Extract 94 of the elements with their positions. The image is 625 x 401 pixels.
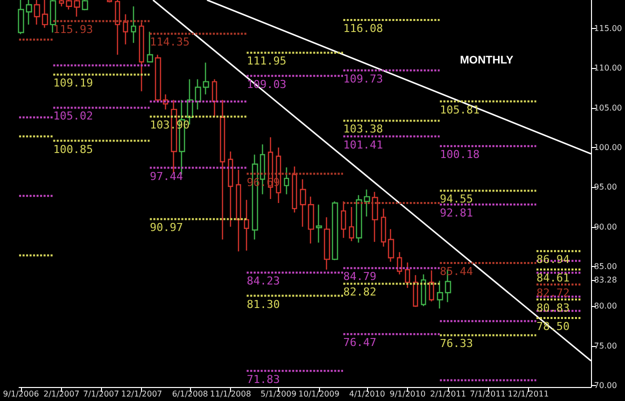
x-tick-label: 10/1/2009 <box>298 390 340 398</box>
candlestick <box>114 0 120 56</box>
annotation: 92.81 <box>440 206 474 220</box>
candlestick <box>212 78 218 118</box>
candlestick <box>364 188 370 218</box>
candlestick <box>396 252 402 275</box>
x-tick-label: 2/1/2007 <box>43 390 80 398</box>
annotation: 109.73 <box>343 72 384 86</box>
annotation: 90.97 <box>150 221 183 234</box>
candlestick <box>236 169 242 252</box>
annotation: 84.23 <box>246 274 280 288</box>
candlestick <box>292 166 298 214</box>
y-tick-label: 83.28 <box>594 276 617 285</box>
y-tick-label: 105.00 <box>594 103 622 112</box>
x-tick-label: 5/1/2009 <box>260 390 296 398</box>
candlestick <box>66 0 72 10</box>
candlestick <box>244 199 250 252</box>
annotation: 111.95 <box>246 54 286 68</box>
y-tick-label: 80.00 <box>594 302 617 311</box>
annotation: 105.02 <box>53 110 93 123</box>
annotation: 76.33 <box>440 337 474 350</box>
candlestick <box>58 0 64 7</box>
annotation: 84.61 <box>536 272 570 285</box>
annotation: 76.47 <box>343 336 376 350</box>
annotation: 100.85 <box>53 142 93 156</box>
annotation: 101.41 <box>343 138 384 152</box>
candlestick <box>26 0 32 26</box>
candlestick <box>50 0 56 34</box>
candlestick <box>82 0 88 11</box>
y-tick-label: 115.00 <box>594 24 622 34</box>
x-tick-label: 9/1/2010 <box>390 390 426 398</box>
candlestick <box>324 216 330 270</box>
annotation: 109.19 <box>53 76 93 90</box>
x-tick-label: 7/1/2007 <box>83 390 120 398</box>
annotation: 97.44 <box>150 170 184 183</box>
candlestick <box>332 200 338 261</box>
candlestick <box>18 0 24 35</box>
candlestick <box>34 0 40 26</box>
candlestick <box>412 274 418 308</box>
annotation: 100.18 <box>440 148 480 162</box>
x-tick-label: 12/1/2007 <box>121 390 162 398</box>
y-tick-label: 90.00 <box>594 222 617 232</box>
y-tick-label: 95.00 <box>594 182 617 192</box>
annotation: 105.81 <box>440 103 480 116</box>
candlestick <box>348 206 354 242</box>
candlestick <box>356 194 362 244</box>
candlestick <box>106 0 112 3</box>
y-tick-label: 110.00 <box>594 64 622 73</box>
annotation: 116.08 <box>343 22 384 35</box>
annotation: 94.55 <box>440 192 474 206</box>
candlestick <box>372 191 378 242</box>
candlestick <box>284 166 290 195</box>
x-tick-label: 4/1/2010 <box>349 390 386 398</box>
candlestick <box>154 54 162 102</box>
annotation: 114.35 <box>150 36 190 49</box>
annotation: 82.82 <box>343 286 376 299</box>
candlestick <box>300 178 306 228</box>
y-tick-label: 85.00 <box>594 262 617 271</box>
annotation: 115.93 <box>53 23 93 36</box>
candlestick <box>428 270 434 302</box>
annotation: 82.72 <box>536 286 570 300</box>
candlestick <box>380 208 386 248</box>
x-tick-label: 12/1/2011 <box>508 390 549 398</box>
x-tick-label: 2/1/2011 <box>430 390 466 398</box>
candlestick <box>194 78 202 110</box>
candlestick <box>74 0 80 18</box>
candlestick <box>308 196 314 244</box>
y-tick-label: 75.00 <box>594 341 617 350</box>
candlestick <box>404 262 410 288</box>
candlestick <box>316 204 322 244</box>
text: MONTHLY <box>460 54 514 66</box>
candlestick <box>42 0 48 28</box>
candlestick <box>420 274 426 307</box>
candlestick <box>138 22 144 92</box>
candlestick <box>228 150 234 228</box>
candlestick <box>388 228 394 262</box>
annotation: 103.38 <box>343 122 384 136</box>
x-tick-label: 7/1/2011 <box>470 390 506 398</box>
annotation: 71.83 <box>246 372 280 386</box>
candlestick <box>122 14 128 46</box>
candlestick <box>130 6 136 44</box>
annotation: 86.94 <box>536 253 570 266</box>
candlestick <box>220 99 226 240</box>
annotation: 80.83 <box>536 302 570 315</box>
candlestick <box>202 62 210 95</box>
candlestick <box>340 200 346 239</box>
annotation: 81.30 <box>246 298 280 311</box>
x-tick-label: 11/1/2008 <box>210 390 252 398</box>
annotation: 84.79 <box>343 270 376 284</box>
y-tick-label: 100.00 <box>594 143 622 152</box>
x-tick-label: 9/1/2006 <box>2 390 39 398</box>
y-tick-label: 70.00 <box>594 380 617 390</box>
x-tick-label: 6/1/2008 <box>172 390 208 398</box>
candlestick <box>436 280 444 310</box>
